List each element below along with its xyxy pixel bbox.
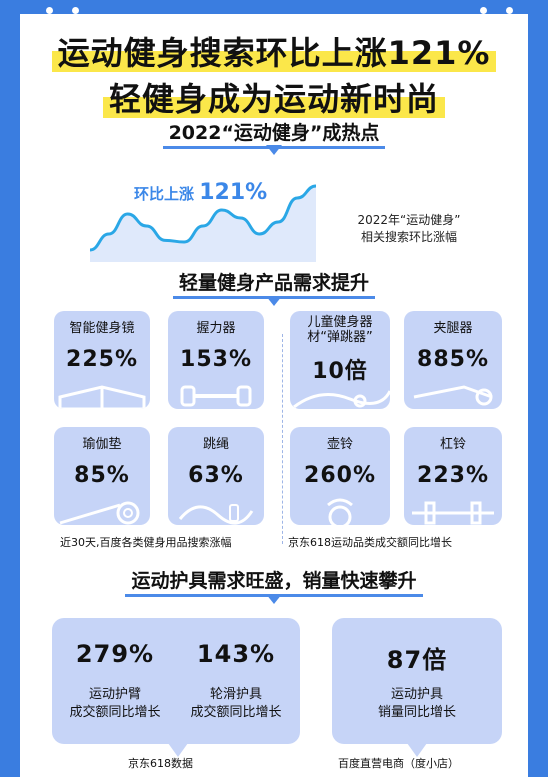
caption-line2: 相关搜索环比涨幅 <box>360 230 457 244</box>
product-card: 智能健身镜 225% <box>54 311 150 409</box>
search-trend-line-chart <box>89 184 317 262</box>
column-divider <box>282 334 283 544</box>
card-pointer <box>407 743 427 757</box>
stat-value: 279% <box>75 640 155 668</box>
binder-dot <box>46 7 53 14</box>
stat-label: 运动护具 销量同比增长 <box>377 687 456 720</box>
kids-bouncer-icon <box>293 390 390 409</box>
product-value: 885% <box>417 347 489 372</box>
binder-dot <box>72 7 79 14</box>
stat-label: 轮滑护具 成交额同比增长 <box>190 687 282 720</box>
leg-clamp-icon <box>413 385 493 406</box>
trend-area <box>90 186 316 262</box>
product-card: 跳绳 63% <box>168 427 264 525</box>
product-label: 握力器 <box>196 321 236 336</box>
stat-value: 143% <box>196 640 276 668</box>
card-pointer <box>168 743 188 757</box>
product-label: 瑜伽垫 <box>82 437 122 452</box>
product-label: 跳绳 <box>202 437 229 452</box>
section-pointer <box>266 594 282 604</box>
source-note: 京东618运动品类成交额同比增长 <box>288 536 452 549</box>
product-card: 儿童健身器材“弹跳器” 10倍 <box>290 311 390 409</box>
source-note: 百度直营电商（度小店） <box>338 757 459 770</box>
page-title-line1: 运动健身搜索环比上涨121% <box>20 28 528 74</box>
jd-stats-card: 279% 运动护臂 成交额同比增长 143% 轮滑护具 成交额同比增长 <box>52 618 300 744</box>
product-value: 153% <box>180 347 252 372</box>
grip-trainer-icon <box>180 385 252 407</box>
product-card: 壶铃 260% <box>290 427 390 525</box>
section-title-products: 轻量健身产品需求提升 <box>20 268 528 299</box>
infographic-page: 运动健身搜索环比上涨121% 轻健身成为运动新时尚 2022“运动健身”成热点 … <box>20 14 528 777</box>
section-title-protective-gear: 运动护具需求旺盛，销量快速攀升 <box>20 566 528 597</box>
caption-line1: 2022年“运动健身” <box>357 213 461 227</box>
product-label: 壶铃 <box>326 437 353 452</box>
product-value: 223% <box>417 463 489 488</box>
product-card: 夹腿器 885% <box>404 311 502 409</box>
product-value: 10倍 <box>312 359 368 384</box>
product-value: 260% <box>304 463 376 488</box>
product-label: 夹腿器 <box>433 321 473 336</box>
product-value: 85% <box>74 463 130 488</box>
product-value: 225% <box>66 347 138 372</box>
source-note: 近30天,百度各类健身用品搜索涨幅 <box>60 536 232 549</box>
source-note: 京东618数据 <box>128 757 193 770</box>
product-value: 63% <box>188 463 244 488</box>
binder-dot <box>480 7 487 14</box>
jump-rope-icon <box>178 504 254 525</box>
yoga-mat-icon <box>59 501 140 525</box>
headline-prefix: 环比上涨 <box>134 185 195 203</box>
headline-value: 121% <box>199 180 268 205</box>
stat-label: 运动护臂 成交额同比增长 <box>69 687 161 720</box>
section-title-hotspot: 2022“运动健身”成热点 <box>20 118 528 149</box>
product-card: 握力器 153% <box>168 311 264 409</box>
section-pointer <box>266 296 282 306</box>
page-title-line2: 轻健身成为运动新时尚 <box>20 74 528 120</box>
section-pointer <box>266 145 282 155</box>
headline-growth: 环比上涨 121% <box>134 180 267 205</box>
product-card: 瑜伽垫 85% <box>54 427 150 525</box>
line-chart-caption: 2022年“运动健身” 相关搜索环比涨幅 <box>324 212 494 246</box>
product-label: 智能健身镜 <box>69 321 135 336</box>
binder-dot <box>506 7 513 14</box>
product-label: 杠铃 <box>439 437 466 452</box>
barbell-icon <box>412 501 494 525</box>
stat-value: 87倍 <box>386 646 448 674</box>
kettlebell-icon <box>327 498 353 525</box>
baidu-stats-card: 87倍 运动护具 销量同比增长 <box>332 618 502 744</box>
product-label: 儿童健身器材“弹跳器” <box>307 315 373 345</box>
product-card: 杠铃 223% <box>404 427 502 525</box>
fitness-mirror-icon <box>58 385 146 409</box>
